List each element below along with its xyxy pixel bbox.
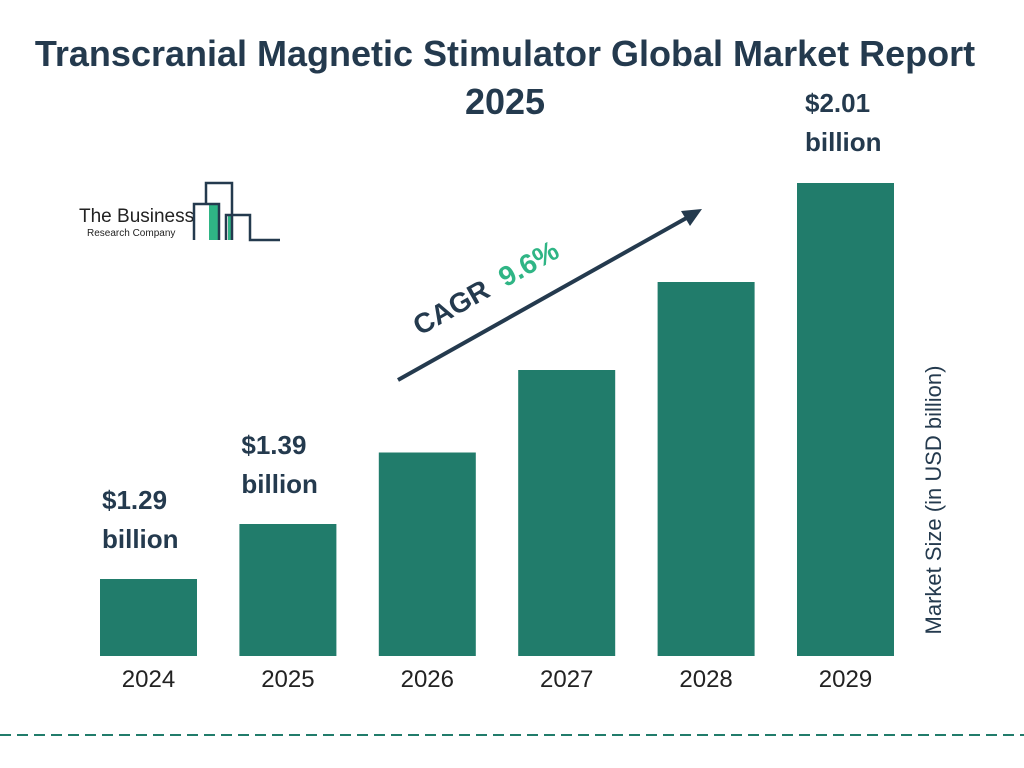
cagr-arrow-line bbox=[397, 214, 691, 382]
data-label-2025: $1.39 bbox=[241, 430, 306, 460]
logo-line2: Research Company bbox=[87, 228, 175, 239]
bar-2024 bbox=[100, 579, 197, 656]
x-tick-label: 2028 bbox=[679, 666, 732, 693]
y-axis-label: Market Size (in USD billion) bbox=[921, 366, 946, 635]
data-label-2024: billion bbox=[102, 524, 179, 554]
bar-2025 bbox=[239, 524, 337, 656]
x-tick-label: 2026 bbox=[401, 666, 454, 693]
cagr-value: 9.6% bbox=[493, 234, 564, 292]
bar-2027 bbox=[518, 370, 616, 656]
logo-outline bbox=[192, 181, 280, 242]
bar-2029 bbox=[797, 183, 894, 656]
cagr-arrow-head bbox=[681, 209, 702, 226]
x-tick-label: 2027 bbox=[540, 666, 593, 693]
svg-text:CAGR 9.6%: CAGR 9.6% bbox=[408, 234, 564, 341]
bar-2026 bbox=[378, 452, 476, 656]
x-tick-label: 2024 bbox=[122, 666, 175, 693]
logo: The Business Research Company bbox=[79, 181, 280, 242]
cagr-annotation: CAGR 9.6% bbox=[397, 209, 702, 382]
chart-title: Transcranial Magnetic Stimulator Global … bbox=[34, 33, 976, 122]
data-label-2024: $1.29 bbox=[102, 485, 167, 515]
data-label-2029: $2.01 bbox=[805, 88, 870, 118]
logo-line1: The Business bbox=[79, 206, 194, 227]
x-tick-label: 2029 bbox=[819, 666, 872, 693]
logo-bar-green-small bbox=[228, 216, 233, 240]
x-tick-label: 2025 bbox=[261, 666, 314, 693]
data-label-2025: billion bbox=[241, 469, 318, 499]
logo-bar-green bbox=[209, 204, 219, 240]
data-label-2029: billion bbox=[805, 127, 882, 157]
bar-2028 bbox=[657, 282, 755, 656]
